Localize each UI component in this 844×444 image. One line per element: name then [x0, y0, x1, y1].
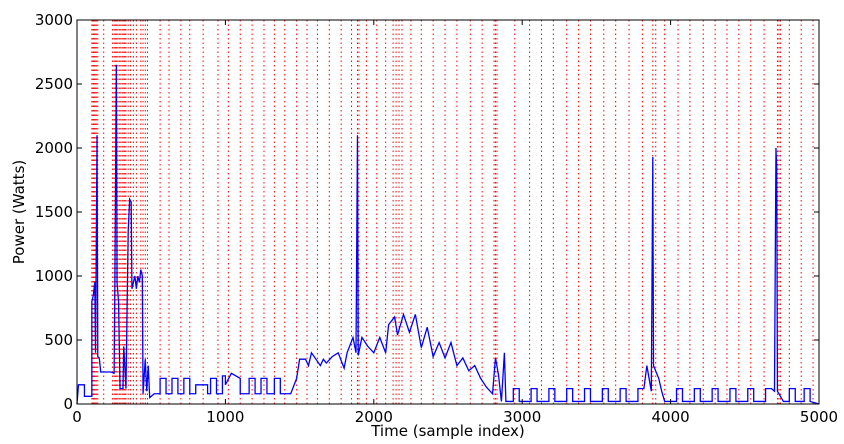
- y-tick-label: 2000: [35, 139, 73, 157]
- x-tick-label: 4000: [652, 408, 690, 426]
- y-tick-label: 500: [44, 331, 73, 349]
- plot-frame: [76, 19, 820, 405]
- x-tick-label: 2000: [355, 408, 393, 426]
- y-tick-label: 2500: [35, 75, 73, 93]
- y-tick-label: 3000: [35, 11, 73, 29]
- x-tick-label: 1000: [206, 408, 244, 426]
- x-tick-label: 0: [72, 408, 82, 426]
- power-line: [76, 64, 820, 405]
- y-axis-label: Power (Watts): [10, 160, 28, 264]
- x-tick-label: 3000: [503, 408, 541, 426]
- y-tick-label: 0: [63, 395, 73, 413]
- y-tick-label: 1000: [35, 267, 73, 285]
- y-tick-label: 1500: [35, 203, 73, 221]
- x-tick-label: 5000: [800, 408, 838, 426]
- x-axis-label: Time (sample index): [370, 422, 525, 440]
